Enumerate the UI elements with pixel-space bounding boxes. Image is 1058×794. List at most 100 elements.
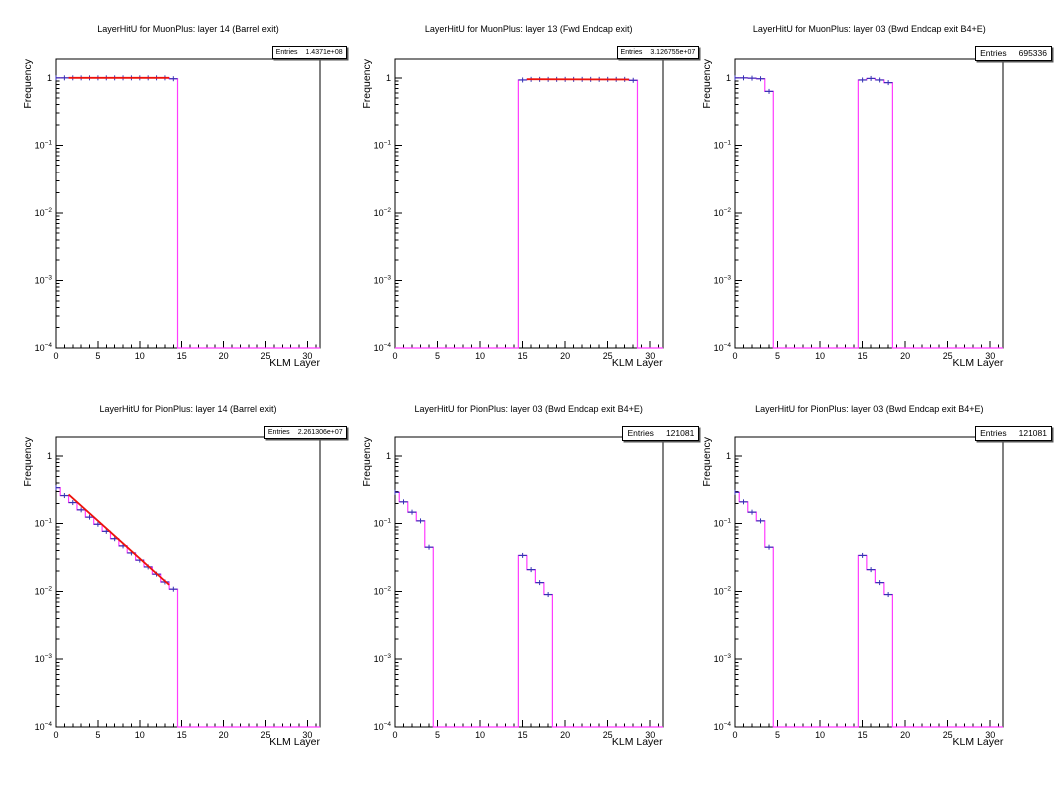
y-tick-label: 10−1 bbox=[373, 518, 391, 529]
plot-frame bbox=[394, 436, 664, 728]
y-tick-label: 1 bbox=[726, 73, 731, 83]
x-tick-label: 0 bbox=[392, 730, 397, 740]
x-tick-label: 10 bbox=[475, 730, 485, 740]
y-tick-label: 10−4 bbox=[35, 721, 53, 732]
plot-title: LayerHitU for MuonPlus: layer 14 (Barrel… bbox=[97, 24, 279, 34]
x-tick-label: 25 bbox=[602, 730, 612, 740]
entries-label: Entries bbox=[275, 49, 298, 56]
y-tick-label: 10−1 bbox=[714, 518, 732, 529]
axes bbox=[55, 58, 321, 349]
x-tick-label: 15 bbox=[177, 730, 187, 740]
plot-frame bbox=[394, 58, 664, 349]
histogram-line bbox=[394, 78, 663, 349]
x-tick-label: 15 bbox=[517, 351, 527, 361]
y-axis-title: Frequency bbox=[701, 59, 714, 109]
x-tick-label: 5 bbox=[95, 351, 100, 361]
x-tick-label: 30 bbox=[302, 730, 312, 740]
plot-title: LayerHitU for PionPlus: layer 14 (Barrel… bbox=[99, 404, 277, 414]
y-tick-label: 10−3 bbox=[714, 653, 732, 664]
x-tick-label: 10 bbox=[475, 351, 485, 361]
x-tick-label: 0 bbox=[53, 351, 58, 361]
x-tick-label: 15 bbox=[858, 730, 868, 740]
y-tick-label: 1 bbox=[47, 73, 52, 83]
x-tick-label: 25 bbox=[943, 351, 953, 361]
entries-value: 121081 bbox=[1018, 428, 1047, 438]
y-axis-title: Frequency bbox=[22, 437, 34, 487]
x-tick-label: 30 bbox=[645, 351, 655, 361]
x-tick-label: 15 bbox=[517, 730, 527, 740]
histogram-line bbox=[735, 491, 1004, 728]
x-tick-label: 5 bbox=[775, 351, 780, 361]
plot-panel-pion-barrel: 0 5 10 15 20 25 30 1 10−1 10−2 10−3 10−4 LayerHitU … bbox=[0, 397, 353, 794]
y-tick-label: 10−2 bbox=[714, 207, 732, 218]
x-tick-label: 10 bbox=[135, 730, 145, 740]
entries-label: Entries bbox=[620, 49, 643, 56]
plot-title: LayerHitU for MuonPlus: layer 13 (Fwd En… bbox=[424, 24, 633, 34]
x-tick-label: 0 bbox=[392, 351, 397, 361]
entries-value: 3.126755e+07 bbox=[650, 49, 696, 56]
x-tick-label: 20 bbox=[219, 351, 229, 361]
plot-canvas: 0 5 10 15 20 25 30 1 10−1 10−2 10−3 10−4 bbox=[373, 58, 664, 361]
stats-box: Entries 121081 bbox=[622, 426, 700, 441]
y-tick-label: 10−4 bbox=[714, 721, 732, 732]
x-tick-label: 25 bbox=[602, 351, 612, 361]
plot-title: LayerHitU for PionPlus: layer 03 (Bwd En… bbox=[755, 404, 984, 414]
plot-panel-muon-barrel: 0 5 10 15 20 25 30 1 10−1 10−2 10−3 10−4 LayerHitU … bbox=[0, 0, 353, 397]
x-tick-label: 10 bbox=[815, 730, 825, 740]
tick-labels: 0 5 10 15 20 25 30 1 10−1 10−2 10−3 10−4 bbox=[714, 451, 996, 740]
stats-box: Entries 2.261306e+07 bbox=[263, 426, 347, 439]
stats-box: Entries 121081 bbox=[975, 426, 1052, 441]
x-tick-label: 10 bbox=[135, 351, 145, 361]
x-tick-label: 5 bbox=[435, 351, 440, 361]
plot-title: LayerHitU for PionPlus: layer 03 (Bwd En… bbox=[414, 404, 643, 414]
plot-panel-muon-fwd-endcap: 0 5 10 15 20 25 30 1 10−1 10−2 10−3 10−4 LayerHitU … bbox=[353, 0, 706, 397]
y-tick-label: 1 bbox=[386, 451, 391, 461]
y-tick-label: 1 bbox=[726, 451, 731, 461]
tick-labels: 0 5 10 15 20 25 30 1 10−1 10−2 10−3 10−4 bbox=[35, 73, 313, 361]
x-tick-label: 30 bbox=[645, 730, 655, 740]
x-tick-label: 20 bbox=[560, 730, 570, 740]
x-tick-label: 20 bbox=[900, 730, 910, 740]
y-axis-title: Frequency bbox=[701, 437, 714, 487]
axes bbox=[734, 436, 1004, 728]
y-tick-label: 10−1 bbox=[35, 139, 53, 150]
y-tick-label: 10−1 bbox=[35, 518, 53, 529]
tick-labels: 0 5 10 15 20 25 30 1 10−1 10−2 10−3 10−4 bbox=[714, 73, 996, 361]
y-tick-label: 10−3 bbox=[35, 274, 53, 285]
x-axis-title: KLM Layer bbox=[611, 357, 663, 369]
entries-label: Entries bbox=[267, 429, 290, 436]
entries-value: 695336 bbox=[1018, 48, 1047, 58]
plot-frame bbox=[55, 58, 321, 349]
x-tick-label: 25 bbox=[261, 351, 271, 361]
x-axis-title: KLM Layer bbox=[952, 357, 1004, 369]
x-axis-title: KLM Layer bbox=[611, 736, 663, 748]
tick-labels: 0 5 10 15 20 25 30 1 10−1 10−2 10−3 10−4 bbox=[373, 73, 655, 361]
y-tick-label: 10−3 bbox=[714, 274, 732, 285]
y-tick-label: 10−2 bbox=[714, 585, 732, 596]
y-tick-label: 10−2 bbox=[35, 585, 53, 596]
data-points bbox=[734, 75, 893, 94]
y-tick-label: 10−3 bbox=[373, 653, 391, 664]
x-tick-label: 10 bbox=[815, 351, 825, 361]
x-tick-label: 20 bbox=[560, 351, 570, 361]
x-tick-label: 5 bbox=[435, 730, 440, 740]
x-tick-label: 0 bbox=[53, 730, 58, 740]
x-tick-label: 20 bbox=[900, 351, 910, 361]
x-tick-label: 5 bbox=[95, 730, 100, 740]
histogram-line bbox=[735, 77, 1004, 349]
data-points bbox=[734, 489, 893, 598]
plot-canvas: 0 5 10 15 20 25 30 1 10−1 10−2 10−3 10−4 bbox=[35, 58, 321, 361]
entries-value: 1.4371e+08 bbox=[305, 49, 343, 56]
x-tick-label: 0 bbox=[733, 351, 738, 361]
y-axis-title: Frequency bbox=[360, 437, 373, 487]
y-tick-label: 10−3 bbox=[373, 274, 391, 285]
fit-line bbox=[67, 493, 170, 586]
y-tick-label: 10−4 bbox=[35, 342, 53, 353]
x-tick-label: 0 bbox=[733, 730, 738, 740]
y-tick-label: 1 bbox=[386, 73, 391, 83]
y-tick-label: 1 bbox=[47, 451, 52, 461]
y-tick-label: 10−2 bbox=[373, 585, 391, 596]
data-points bbox=[394, 489, 553, 598]
plot-canvas: 0 5 10 15 20 25 30 1 10−1 10−2 10−3 10−4 bbox=[373, 436, 664, 740]
axes bbox=[55, 436, 321, 728]
